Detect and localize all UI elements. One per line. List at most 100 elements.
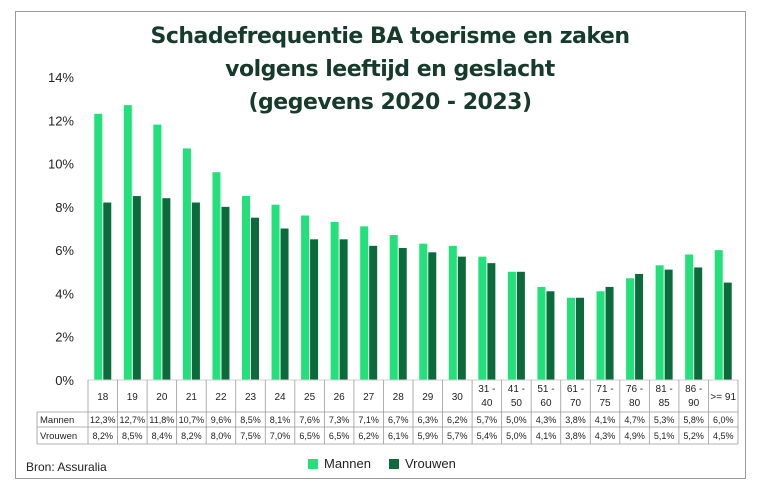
bar-vrouwen — [251, 217, 259, 380]
bar-mannen — [153, 124, 162, 380]
bar-vrouwen — [487, 263, 496, 380]
bar-vrouwen — [132, 196, 141, 380]
legend-label-mannen: Mannen — [324, 456, 371, 471]
table-cell-value: 5,0% — [506, 415, 527, 425]
x-tick-label: 28 — [393, 392, 405, 403]
table-cell-value: 5,2% — [683, 431, 704, 441]
table-cell-value: 5,0% — [506, 431, 527, 441]
bar-mannen — [182, 148, 191, 380]
x-tick-label: 85 — [659, 398, 671, 409]
bar-mannen — [448, 245, 457, 380]
title-line-1: Schadefrequentie BA toerisme en zaken — [150, 24, 630, 49]
table-row-header: Vrouwen — [40, 431, 77, 442]
table-cell-value: 4,3% — [595, 431, 616, 441]
x-tick-label: 40 — [481, 398, 493, 409]
table-cell-value: 12,3% — [90, 415, 116, 425]
x-tick-label: 22 — [215, 392, 227, 403]
bar-vrouwen — [398, 247, 407, 380]
bar-vrouwen — [516, 271, 525, 380]
legend-label-vrouwen: Vrouwen — [404, 456, 456, 471]
table-cell-value: 7,0% — [270, 431, 291, 441]
y-tick-label: 8% — [55, 200, 74, 215]
bar-mannen — [567, 297, 575, 380]
bar-vrouwen — [310, 239, 319, 380]
bar-vrouwen — [457, 256, 466, 380]
table-cell-value: 3,8% — [565, 415, 586, 425]
x-tick-label: 41 - — [508, 384, 525, 395]
bar-mannen — [271, 204, 280, 380]
x-tick-label: 80 — [629, 398, 641, 409]
y-tick-label: 14% — [48, 70, 74, 85]
bar-vrouwen — [546, 291, 555, 380]
table-cell-value: 11,8% — [149, 415, 174, 425]
x-tick-label: 18 — [97, 392, 109, 403]
bar-vrouwen — [103, 202, 112, 380]
bar-vrouwen — [723, 282, 732, 380]
table-cell-value: 5,9% — [418, 431, 439, 441]
table-cell-value: 8,4% — [152, 431, 173, 441]
table-cell-value: 8,5% — [240, 415, 261, 425]
table-cell-value: 6,2% — [447, 415, 468, 425]
table-cell-value: 8,1% — [270, 415, 291, 425]
y-tick-label: 4% — [55, 286, 74, 301]
legend-swatch-mannen — [308, 458, 318, 469]
table-cell-value: 5,1% — [654, 431, 675, 441]
table-cell-value: 5,4% — [477, 431, 498, 441]
bar-vrouwen — [162, 198, 171, 380]
x-tick-label: 70 — [570, 398, 582, 409]
table-cell-value: 8,0% — [211, 431, 232, 441]
title-line-3: (gegevens 2020 - 2023) — [248, 90, 532, 115]
x-tick-label: 29 — [422, 392, 434, 403]
bar-vrouwen — [369, 245, 378, 380]
table-cell-value: 5,3% — [654, 415, 675, 425]
bar-vrouwen — [664, 269, 673, 380]
table-cell-value: 6,3% — [418, 415, 439, 425]
table-cell-value: 10,7% — [179, 415, 205, 425]
bar-mannen — [714, 250, 723, 380]
x-tick-label: 75 — [599, 398, 611, 409]
x-tick-label: 60 — [540, 398, 552, 409]
x-tick-label: 27 — [363, 392, 375, 403]
bar-mannen — [655, 265, 664, 380]
bar-vrouwen — [191, 202, 200, 380]
bar-mannen — [596, 291, 605, 380]
bar-mannen — [360, 226, 369, 380]
table-cell-value: 7,3% — [329, 415, 350, 425]
table-cell-value: 6,5% — [329, 431, 350, 441]
table-cell-value: 12,7% — [120, 415, 146, 425]
x-tick-label: 23 — [245, 392, 257, 403]
table-cell-value: 4,7% — [624, 415, 645, 425]
x-tick-label: 71 - — [596, 384, 613, 395]
x-tick-label: 24 — [274, 392, 286, 403]
legend-item-vrouwen: Vrouwen — [388, 456, 456, 471]
bar-mannen — [330, 222, 339, 380]
y-tick-label: 0% — [55, 373, 74, 388]
x-tick-label: 19 — [127, 392, 139, 403]
bar-mannen — [626, 278, 635, 380]
table-cell-value: 5,7% — [477, 415, 498, 425]
x-tick-label: 31 - — [478, 384, 495, 395]
bar-mannen — [478, 256, 487, 380]
x-tick-label: 20 — [156, 392, 168, 403]
source-note: Bron: Assuralia — [26, 460, 107, 474]
table-cell-value: 5,8% — [683, 415, 704, 425]
x-tick-label: 21 — [186, 392, 198, 403]
x-tick-label: 25 — [304, 392, 316, 403]
y-tick-label: 12% — [48, 113, 74, 128]
table-cell-value: 8,5% — [122, 431, 143, 441]
table-cell-value: 4,3% — [536, 415, 557, 425]
bar-mannen — [242, 196, 250, 380]
x-tick-label: 81 - — [656, 384, 673, 395]
bar-vrouwen — [280, 228, 289, 380]
y-tick-label: 6% — [55, 243, 74, 258]
bar-vrouwen — [428, 252, 437, 380]
bar-mannen — [419, 243, 428, 380]
table-cell-value: 3,8% — [565, 431, 586, 441]
bar-mannen — [94, 113, 103, 381]
bar-vrouwen — [576, 297, 584, 380]
bar-mannen — [389, 234, 398, 380]
x-tick-label: 90 — [688, 398, 700, 409]
table-cell-value: 7,6% — [299, 415, 320, 425]
legend-item-mannen: Mannen — [308, 456, 371, 471]
